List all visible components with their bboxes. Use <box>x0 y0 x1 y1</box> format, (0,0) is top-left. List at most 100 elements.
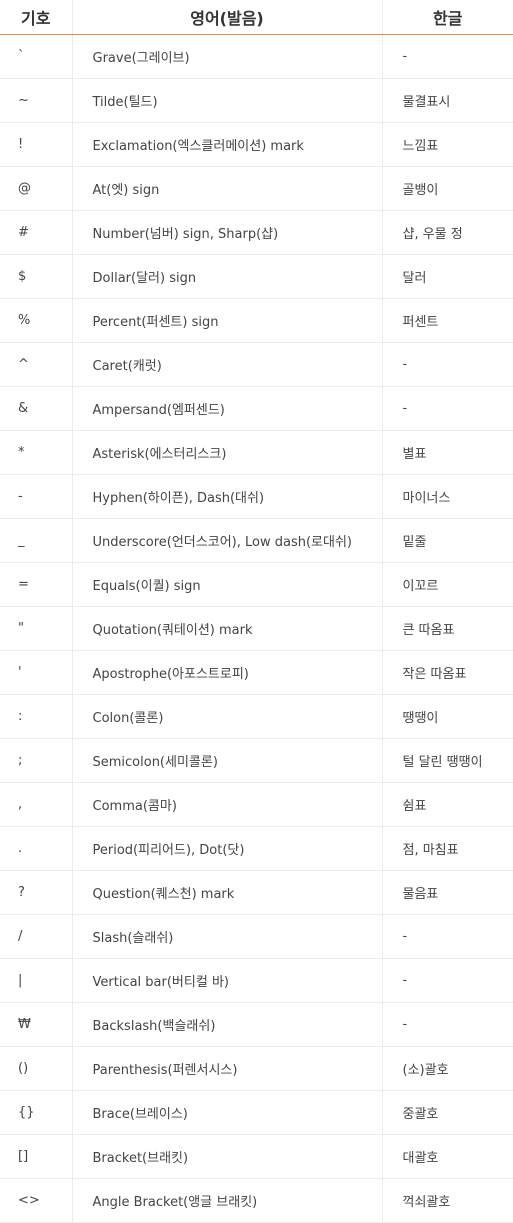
table-row: * Asterisk(에스터리스크) 별표 <box>0 430 513 475</box>
table-row: / Slash(슬래쉬) - <box>0 914 513 959</box>
korean-name-cell: 작은 따옴표 <box>382 650 513 695</box>
table-row: # Number(넘버) sign, Sharp(샵) 샵, 우물 정 <box>0 210 513 255</box>
korean-name-cell: - <box>382 34 513 79</box>
korean-name-cell: 큰 따옴표 <box>382 606 513 651</box>
header-symbol: 기호 <box>0 0 73 35</box>
english-name-cell: Tilde(틸드) <box>72 78 383 123</box>
symbol-cell: <> <box>0 1178 73 1223</box>
table-row: _ Underscore(언더스코어), Low dash(로대쉬) 밑줄 <box>0 518 513 563</box>
table-row: () Parenthesis(퍼렌서시스) (소)괄호 <box>0 1046 513 1091</box>
english-name-cell: Ampersand(엠퍼센드) <box>72 386 383 431</box>
english-name-cell: Percent(퍼센트) sign <box>72 298 383 343</box>
korean-name-cell: 별표 <box>382 430 513 475</box>
english-name-cell: Bracket(브래킷) <box>72 1134 383 1179</box>
symbol-cell: {} <box>0 1090 73 1135</box>
table-body: ` Grave(그레이브) - ~ Tilde(틸드) 물결표시! Exclamation(… <box>0 34 513 1223</box>
symbol-cell: & <box>0 386 73 431</box>
english-name-cell: Grave(그레이브) <box>72 34 383 79</box>
symbol-cell: [] <box>0 1134 73 1179</box>
table-row: = Equals(이퀄) sign 이꼬르 <box>0 562 513 607</box>
table-row: % Percent(퍼센트) sign 퍼센트 <box>0 298 513 343</box>
korean-name-cell: 골뱅이 <box>382 166 513 211</box>
symbol-cell: , <box>0 782 73 827</box>
symbol-cell: = <box>0 562 73 607</box>
english-name-cell: Comma(콤마) <box>72 782 383 827</box>
table-row: " Quotation(쿼테이션) mark 큰 따옴표 <box>0 606 513 651</box>
english-name-cell: Number(넘버) sign, Sharp(샵) <box>72 210 383 255</box>
english-name-cell: At(엣) sign <box>72 166 383 211</box>
english-name-cell: Question(퀘스천) mark <box>72 870 383 915</box>
korean-name-cell: 달러 <box>382 254 513 299</box>
english-name-cell: Slash(슬래쉬) <box>72 914 383 959</box>
symbol-cell: % <box>0 298 73 343</box>
english-name-cell: Backslash(백슬래쉬) <box>72 1002 383 1047</box>
korean-name-cell: 꺽쇠괄호 <box>382 1178 513 1223</box>
table-row: - Hyphen(하이픈), Dash(대쉬) 마이너스 <box>0 474 513 519</box>
symbol-cell: $ <box>0 254 73 299</box>
korean-name-cell: 샵, 우물 정 <box>382 210 513 255</box>
english-name-cell: Semicolon(세미콜론) <box>72 738 383 783</box>
table-header-row: 기호 영어(발음) 한글 <box>0 0 513 35</box>
korean-name-cell: 점, 마침표 <box>382 826 513 871</box>
symbol-cell: / <box>0 914 73 959</box>
table-row: ₩ Backslash(백슬래쉬) - <box>0 1002 513 1047</box>
symbol-cell: ! <box>0 122 73 167</box>
korean-name-cell: 마이너스 <box>382 474 513 519</box>
korean-name-cell: 퍼센트 <box>382 298 513 343</box>
table-row: ' Apostrophe(아포스트로피) 작은 따옴표 <box>0 650 513 695</box>
korean-name-cell: - <box>382 1002 513 1047</box>
english-name-cell: Colon(콜론) <box>72 694 383 739</box>
english-name-cell: Underscore(언더스코어), Low dash(로대쉬) <box>72 518 383 563</box>
symbol-cell: " <box>0 606 73 651</box>
symbol-cell: @ <box>0 166 73 211</box>
symbol-cell: # <box>0 210 73 255</box>
table-row: | Vertical bar(버티컬 바) - <box>0 958 513 1003</box>
korean-name-cell: 물음표 <box>382 870 513 915</box>
table-row: ; Semicolon(세미콜론) 털 달린 땡땡이 <box>0 738 513 783</box>
english-name-cell: Angle Bracket(앵글 브래킷) <box>72 1178 383 1223</box>
korean-name-cell: 밑줄 <box>382 518 513 563</box>
korean-name-cell: (소)괄호 <box>382 1046 513 1091</box>
english-name-cell: Dollar(달러) sign <box>72 254 383 299</box>
table-row: ` Grave(그레이브) - <box>0 34 513 79</box>
korean-name-cell: - <box>382 914 513 959</box>
english-name-cell: Period(피리어드), Dot(닷) <box>72 826 383 871</box>
english-name-cell: Exclamation(엑스클러메이션) mark <box>72 122 383 167</box>
table-row: <> Angle Bracket(앵글 브래킷) 꺽쇠괄호 <box>0 1178 513 1223</box>
table-row: ~ Tilde(틸드) 물결표시 <box>0 78 513 123</box>
table-row: & Ampersand(엠퍼센드) - <box>0 386 513 431</box>
symbol-cell: ^ <box>0 342 73 387</box>
english-name-cell: Vertical bar(버티컬 바) <box>72 958 383 1003</box>
symbol-cell: ; <box>0 738 73 783</box>
symbol-cell: () <box>0 1046 73 1091</box>
symbol-cell: ' <box>0 650 73 695</box>
korean-name-cell: 물결표시 <box>382 78 513 123</box>
korean-name-cell: 이꼬르 <box>382 562 513 607</box>
english-name-cell: Caret(캐럿) <box>72 342 383 387</box>
symbol-cell: | <box>0 958 73 1003</box>
symbol-cell: ~ <box>0 78 73 123</box>
table-row: {} Brace(브레이스) 중괄호 <box>0 1090 513 1135</box>
table-row: ? Question(퀘스천) mark 물음표 <box>0 870 513 915</box>
table-row: , Comma(콤마) 쉼표 <box>0 782 513 827</box>
english-name-cell: Brace(브레이스) <box>72 1090 383 1135</box>
english-name-cell: Parenthesis(퍼렌서시스) <box>72 1046 383 1091</box>
symbol-cell: : <box>0 694 73 739</box>
header-korean: 한글 <box>382 0 513 35</box>
table-row: : Colon(콜론) 땡땡이 <box>0 694 513 739</box>
english-name-cell: Quotation(쿼테이션) mark <box>72 606 383 651</box>
table-row: @ At(엣) sign 골뱅이 <box>0 166 513 211</box>
korean-name-cell: 쉼표 <box>382 782 513 827</box>
symbol-cell: ` <box>0 34 73 79</box>
table-row: $ Dollar(달러) sign 달러 <box>0 254 513 299</box>
korean-name-cell: 느낌표 <box>382 122 513 167</box>
korean-name-cell: - <box>382 342 513 387</box>
english-name-cell: Apostrophe(아포스트로피) <box>72 650 383 695</box>
table-row: ^ Caret(캐럿) - <box>0 342 513 387</box>
symbol-cell: - <box>0 474 73 519</box>
symbol-cell: ? <box>0 870 73 915</box>
english-name-cell: Equals(이퀄) sign <box>72 562 383 607</box>
symbol-cell: . <box>0 826 73 871</box>
symbol-cell: * <box>0 430 73 475</box>
